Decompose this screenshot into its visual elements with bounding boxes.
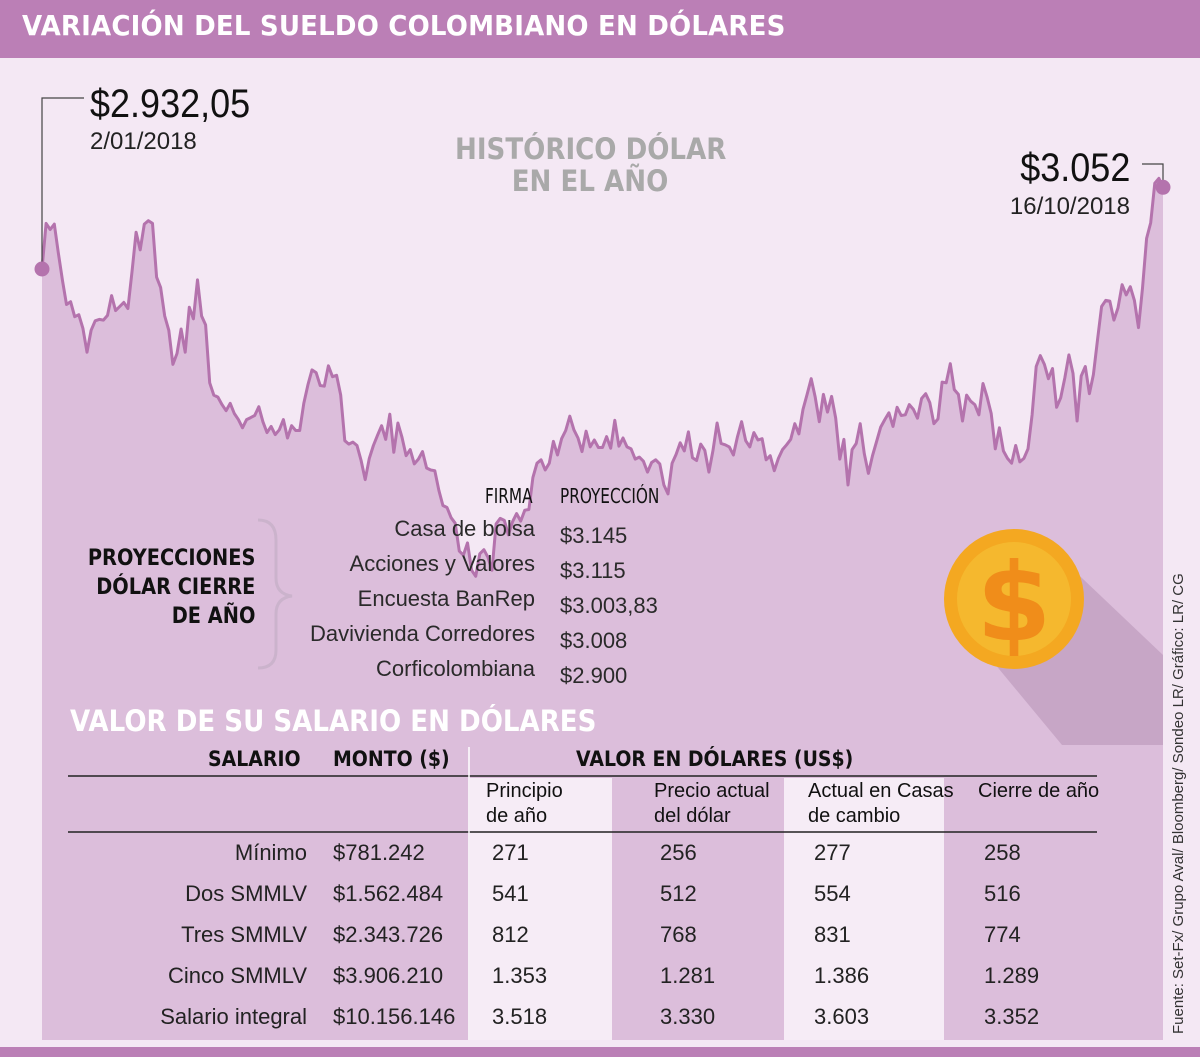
- row-label: Cinco SMMLV: [168, 963, 307, 988]
- row-usd-value: 3.330: [660, 1004, 716, 1029]
- chart-title: HISTÓRICO DÓLAR EN EL AÑO: [455, 132, 727, 198]
- sub-header-line: Principio: [486, 780, 563, 802]
- row-usd-value: 1.386: [814, 963, 870, 988]
- source-note: Fuente: Set-Fx/ Grupo Aval/ Bloomberg/ S…: [1170, 573, 1187, 1034]
- projection-value: $3.115: [560, 558, 626, 583]
- start-date-label: 2/01/2018: [90, 128, 197, 155]
- row-usd-value: 516: [984, 881, 1021, 906]
- column-stripe: [784, 778, 944, 1040]
- projection-firm: Acciones y Valores: [349, 551, 535, 576]
- row-usd-value: 3.518: [492, 1004, 548, 1029]
- projection-firm: Corficolombiana: [376, 656, 535, 681]
- salary-table-title: VALOR DE SU SALARIO EN DÓLARES: [70, 704, 597, 738]
- row-usd-value: 3.352: [984, 1004, 1040, 1029]
- bottom-bar: [0, 1047, 1200, 1057]
- row-label: Mínimo: [234, 840, 307, 865]
- row-amount: $2.343.726: [333, 922, 444, 947]
- row-label: Dos SMMLV: [185, 881, 307, 906]
- row-usd-value: 554: [814, 881, 851, 906]
- chart-line: [40, 176, 1165, 578]
- sub-header: Cierre de año: [978, 779, 1099, 804]
- row-label: Tres SMMLV: [181, 922, 307, 947]
- coin-dollar-sign: $: [976, 541, 1051, 666]
- end-value-label: $3.052: [1019, 146, 1130, 190]
- sub-header-line: de año: [486, 805, 548, 827]
- coin-face: [957, 542, 1071, 656]
- row-usd-value: 831: [814, 922, 851, 947]
- start-value-label: $2.932,05: [90, 82, 251, 126]
- sub-header: Actual en Casas de cambio: [808, 779, 954, 829]
- sub-header-line: del dólar: [654, 805, 731, 827]
- row-label: Salario integral: [160, 1004, 307, 1029]
- sub-header-line: Cierre de año: [978, 780, 1100, 802]
- row-usd-value: 1.289: [984, 963, 1040, 988]
- row-amount: $3.906.210: [333, 963, 444, 988]
- projections-side-title: PROYECCIONES DÓLAR CIERRE DE AÑO: [87, 544, 255, 631]
- row-usd-value: 277: [814, 840, 851, 865]
- sub-header-line: de cambio: [808, 805, 901, 827]
- row-amount: $781.242: [333, 840, 425, 865]
- row-usd-value: 3.603: [814, 1004, 870, 1029]
- projections-brace: [257, 518, 293, 670]
- projections-col-value: PROYECCIÓN: [560, 484, 660, 508]
- row-usd-value: 541: [492, 881, 529, 906]
- main-title: VARIACIÓN DEL SUELDO COLOMBIANO EN DÓLAR…: [22, 9, 786, 42]
- row-amount: $10.156.146: [333, 1004, 456, 1029]
- column-stripe: [470, 778, 612, 1040]
- projection-firm: Casa de bolsa: [394, 516, 535, 541]
- projection-firm: Encuesta BanRep: [357, 586, 535, 611]
- dollar-coin-icon: $: [944, 529, 1084, 669]
- col-header-salary: SALARIO: [208, 747, 301, 771]
- end-date-label: 16/10/2018: [1009, 193, 1130, 220]
- end-point-marker: [1155, 179, 1171, 195]
- row-usd-value: 512: [660, 881, 697, 906]
- projections-col-firm: FIRMA: [485, 484, 533, 508]
- row-usd-value: 1.281: [660, 963, 716, 988]
- row-usd-value: 271: [492, 840, 529, 865]
- projection-firm: Davivienda Corredores: [310, 621, 535, 646]
- start-leader-line: [41, 97, 84, 269]
- projections-side-line-2: DÓLAR CIERRE: [95, 575, 255, 600]
- title-bar: VARIACIÓN DEL SUELDO COLOMBIANO EN DÓLAR…: [0, 0, 1200, 58]
- projection-value: $3.003,83: [560, 593, 658, 618]
- sub-header-line: Actual en Casas: [808, 780, 954, 802]
- end-leader-line: [1142, 163, 1164, 188]
- chart-title-line-2: EN EL AÑO: [511, 164, 669, 198]
- sub-header: Precio actual del dólar: [654, 779, 770, 829]
- projection-value: $3.008: [560, 628, 628, 653]
- row-usd-value: 256: [660, 840, 697, 865]
- projections-side-line-3: DE AÑO: [171, 604, 255, 629]
- row-amount: $1.562.484: [333, 881, 444, 906]
- col-header-amount: MONTO ($): [333, 747, 450, 771]
- projection-value: $2.900: [560, 663, 628, 688]
- row-usd-value: 812: [492, 922, 529, 947]
- row-usd-value: 774: [984, 922, 1021, 947]
- row-usd-value: 768: [660, 922, 697, 947]
- row-usd-value: 258: [984, 840, 1021, 865]
- col-header-usd-group: VALOR EN DÓLARES (US$): [576, 747, 854, 771]
- row-usd-value: 1.353: [492, 963, 548, 988]
- sub-header: Principio de año: [486, 779, 563, 829]
- sub-header-line: Precio actual: [654, 780, 770, 802]
- projections-side-line-1: PROYECCIONES: [87, 546, 255, 571]
- start-point-marker: [34, 261, 50, 277]
- projection-value: $3.145: [560, 523, 628, 548]
- chart-title-line-1: HISTÓRICO DÓLAR: [455, 132, 727, 166]
